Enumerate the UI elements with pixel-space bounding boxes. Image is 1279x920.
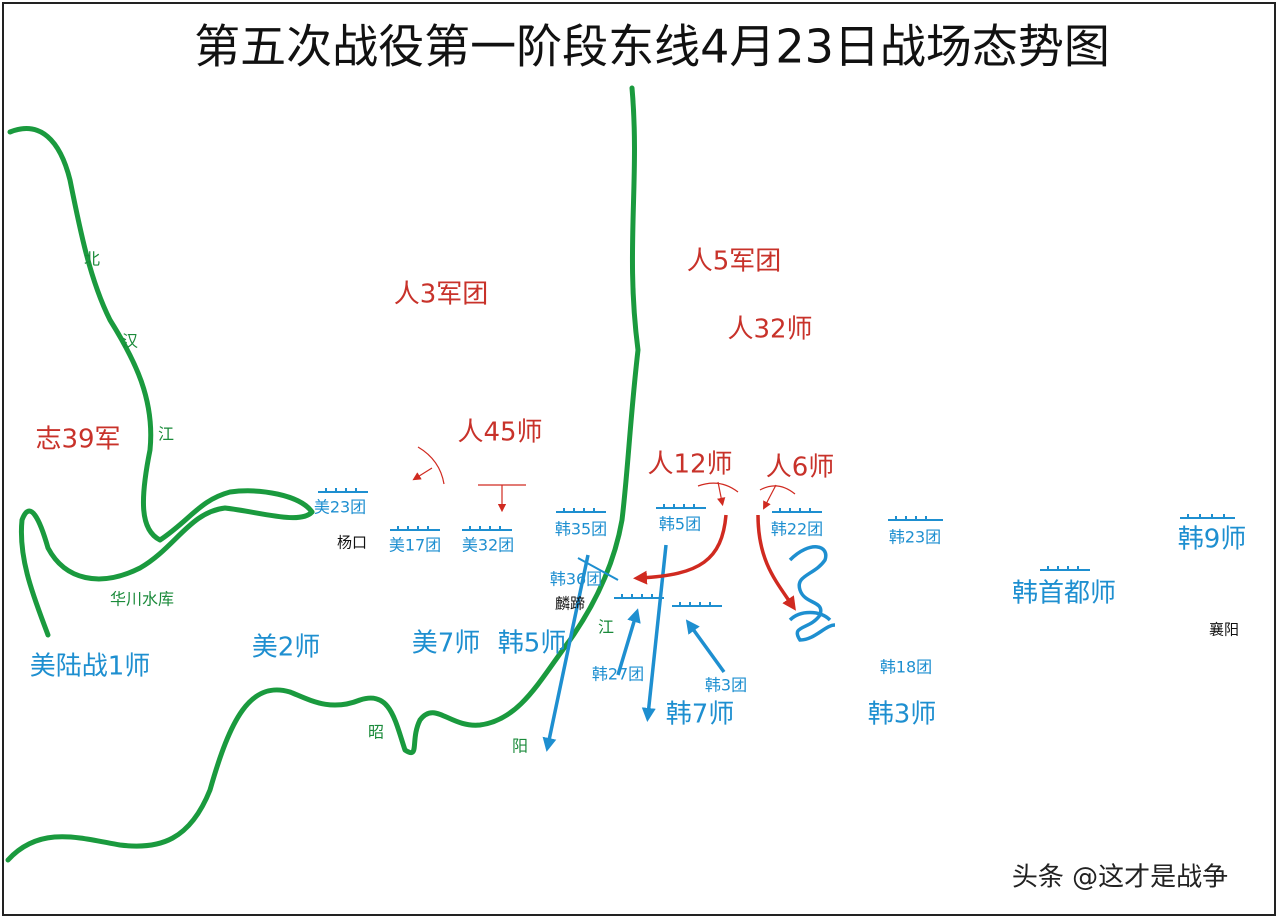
- un-unit: 韩36团: [550, 570, 602, 589]
- unit-symbols: [318, 488, 1235, 607]
- un-unit: 韩9师: [1178, 525, 1247, 555]
- un-unit: 美17团: [389, 536, 441, 555]
- river-label: 昭: [368, 723, 384, 742]
- un-unit: 韩5师: [498, 629, 567, 659]
- watermark: 头条 @这才是战争: [1012, 863, 1228, 893]
- cpv-unit: 人12师: [647, 450, 732, 480]
- place-label: 襄阳: [1209, 621, 1239, 639]
- un-unit: 美陆战1师: [30, 652, 151, 682]
- cpv-unit: 人32师: [727, 315, 812, 345]
- cpv-unit: 志39军: [35, 425, 120, 455]
- place-label: 麟蹄: [555, 595, 585, 613]
- un-unit: 韩首都师: [1012, 579, 1116, 609]
- river-label: 江: [598, 618, 614, 637]
- un-unit: 美23团: [314, 498, 366, 517]
- cpv-unit: 人45师: [457, 418, 542, 448]
- un-unit: 韩5团: [659, 515, 701, 534]
- un-unit: 韩35团: [555, 520, 607, 539]
- cpv-unit: 人5军团: [687, 247, 782, 277]
- cpv-unit: 人3军团: [394, 280, 489, 310]
- un-unit: 韩3师: [868, 700, 937, 730]
- river-label: 江: [158, 425, 174, 444]
- un-unit: 韩3团: [705, 676, 747, 695]
- title: 第五次战役第一阶段东线4月23日战场态势图: [194, 20, 1110, 74]
- un-unit: 韩7师: [666, 700, 735, 730]
- un-unit: 韩18团: [880, 658, 932, 677]
- un-unit: 美32团: [462, 536, 514, 555]
- river-label: 华川水库: [110, 590, 174, 609]
- un-unit: 美2师: [252, 633, 321, 663]
- place-label: 杨口: [337, 534, 367, 552]
- river-label: 汉: [122, 332, 138, 351]
- cpv-unit: 人6师: [766, 453, 835, 483]
- un-unit: 美7师: [412, 629, 481, 659]
- un-unit: 韩27团: [592, 665, 644, 684]
- river-label: 北: [84, 250, 100, 269]
- arrows: [412, 446, 836, 752]
- un-unit: 韩22团: [771, 520, 823, 539]
- rivers-drawn: [5, 85, 641, 863]
- river-label: 阳: [512, 737, 528, 756]
- un-unit: 韩23团: [889, 528, 941, 547]
